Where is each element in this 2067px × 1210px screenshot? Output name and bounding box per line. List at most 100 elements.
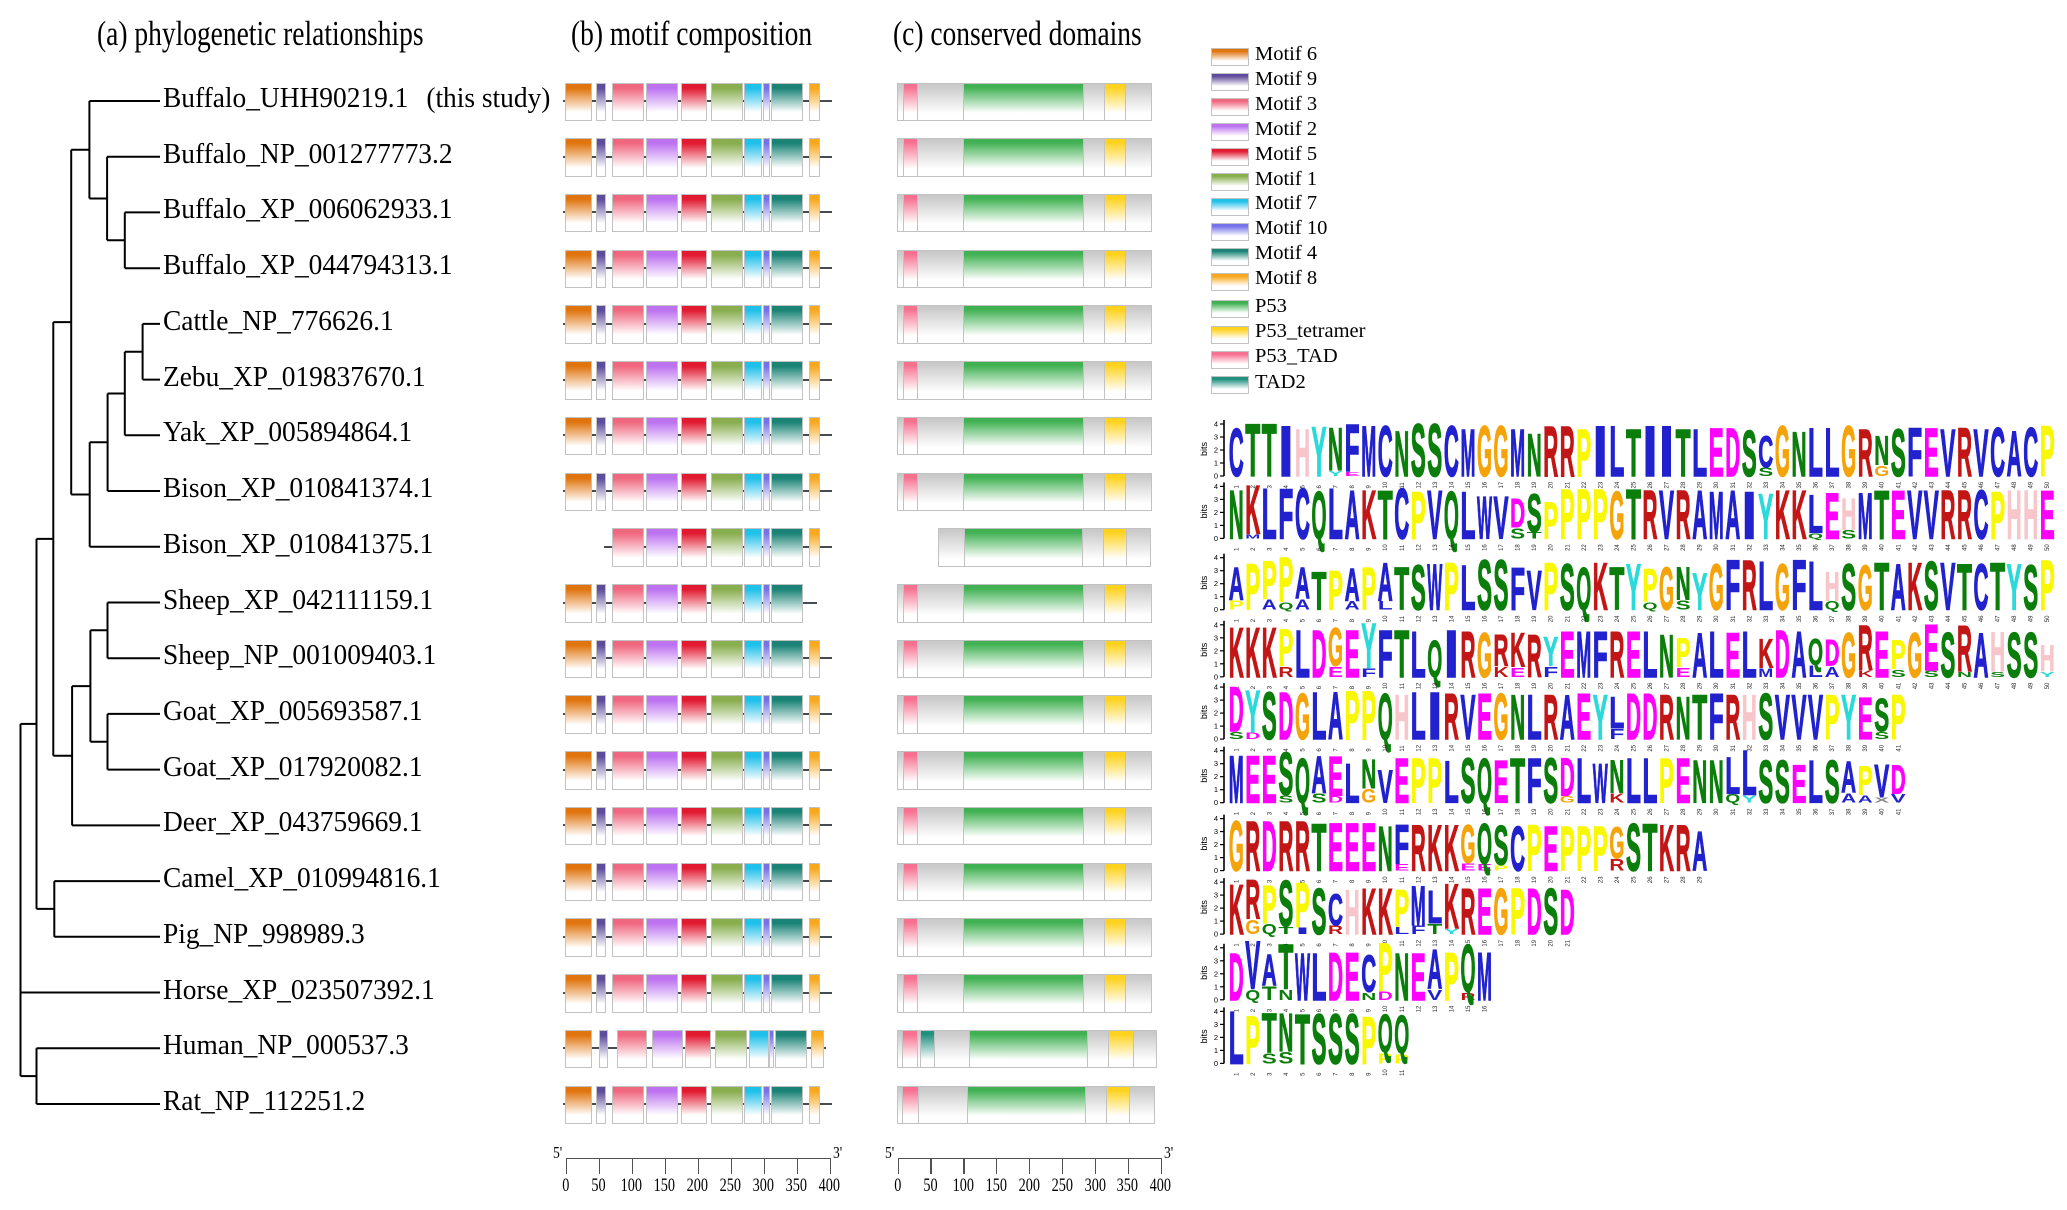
svg-text:S: S (1841, 552, 1856, 625)
svg-text:R: R (1676, 476, 1691, 553)
svg-text:A: A (1725, 476, 1740, 553)
svg-text:4: 4 (1284, 1008, 1290, 1012)
svg-text:39: 39 (1863, 682, 1869, 689)
svg-text:E: E (1394, 746, 1409, 816)
svg-text:G: G (1328, 618, 1343, 678)
svg-text:21: 21 (1565, 615, 1571, 622)
svg-text:S: S (1312, 999, 1327, 1078)
svg-text:A: A (1295, 596, 1310, 613)
svg-text:2: 2 (1251, 1008, 1257, 1012)
svg-text:P: P (1891, 632, 1906, 678)
svg-text:7: 7 (1334, 485, 1340, 489)
svg-text:17: 17 (1499, 744, 1505, 751)
svg-text:F: F (1527, 746, 1542, 816)
svg-text:L: L (1312, 940, 1327, 1015)
svg-text:4: 4 (1214, 878, 1218, 887)
svg-text:34: 34 (1780, 808, 1786, 815)
svg-text:E: E (1676, 746, 1691, 816)
svg-text:A: A (1345, 476, 1360, 553)
svg-text:P: P (1411, 746, 1426, 816)
svg-text:23: 23 (1598, 876, 1604, 883)
svg-text:P: P (1825, 682, 1840, 752)
svg-text:P: P (1891, 682, 1906, 752)
svg-text:E: E (1676, 665, 1691, 680)
svg-text:E: E (1328, 745, 1343, 808)
svg-text:14: 14 (1449, 939, 1455, 946)
svg-text:E: E (1328, 663, 1343, 680)
svg-text:13: 13 (1433, 744, 1439, 751)
svg-text:31: 31 (1731, 808, 1737, 815)
svg-text:21: 21 (1565, 876, 1571, 883)
svg-text:E: E (1345, 939, 1360, 1015)
svg-text:A: A (1858, 794, 1874, 805)
svg-text:23: 23 (1598, 808, 1604, 815)
svg-text:18: 18 (1516, 939, 1522, 946)
svg-text:P: P (1990, 479, 2005, 554)
svg-text:E: E (1361, 810, 1376, 886)
svg-text:28: 28 (1681, 481, 1687, 488)
svg-text:R: R (1461, 991, 1477, 1002)
svg-text:23: 23 (1598, 615, 1604, 622)
svg-text:N: N (1278, 986, 1293, 1003)
svg-text:H: H (1825, 564, 1840, 610)
svg-text:C: C (2023, 414, 2038, 491)
svg-text:R: R (1461, 619, 1476, 692)
svg-text:19: 19 (1532, 615, 1538, 622)
svg-text:14: 14 (1449, 1005, 1455, 1012)
svg-text:E: E (1543, 814, 1558, 884)
svg-text:24: 24 (1615, 808, 1621, 815)
svg-text:26: 26 (1648, 615, 1654, 622)
svg-text:S: S (1758, 748, 1773, 817)
svg-text:1: 1 (1234, 943, 1240, 947)
svg-text:16: 16 (1483, 615, 1489, 622)
svg-text:10: 10 (1383, 939, 1389, 946)
svg-text:0: 0 (1214, 605, 1218, 614)
svg-text:Y: Y (1361, 611, 1376, 681)
svg-text:17: 17 (1499, 939, 1505, 946)
svg-text:A: A (2007, 419, 2022, 491)
svg-text:T: T (1262, 410, 1277, 492)
svg-text:8: 8 (1350, 879, 1356, 883)
svg-text:L: L (1643, 746, 1658, 816)
svg-text:N: N (1874, 428, 1889, 474)
svg-text:P: P (1576, 814, 1591, 884)
svg-text:V: V (1874, 755, 1889, 807)
svg-text:L: L (1808, 547, 1823, 624)
svg-text:2: 2 (1251, 879, 1257, 883)
svg-text:31: 31 (1731, 544, 1737, 551)
svg-text:C: C (1328, 886, 1343, 935)
svg-text:5: 5 (1301, 685, 1307, 689)
svg-text:3: 3 (1267, 943, 1273, 947)
svg-text:3: 3 (1267, 618, 1273, 622)
svg-text:3: 3 (1267, 811, 1273, 815)
svg-text:5: 5 (1301, 748, 1307, 752)
svg-text:A: A (1312, 746, 1327, 804)
svg-text:A: A (1825, 663, 1840, 680)
svg-text:28: 28 (1681, 744, 1687, 751)
svg-text:49: 49 (2029, 682, 2035, 689)
svg-text:F: F (1543, 663, 1558, 680)
svg-text:33: 33 (1764, 808, 1770, 815)
svg-text:27: 27 (1665, 808, 1671, 815)
svg-text:N: N (1378, 814, 1393, 884)
svg-text:E: E (1725, 620, 1740, 690)
svg-text:30: 30 (1714, 744, 1720, 751)
svg-text:G: G (1709, 552, 1724, 625)
svg-text:39: 39 (1863, 744, 1869, 751)
svg-text:L: L (1461, 479, 1476, 554)
svg-text:11: 11 (1400, 615, 1406, 622)
svg-text:D: D (1775, 617, 1790, 692)
svg-text:10: 10 (1383, 544, 1389, 551)
svg-text:V: V (1378, 761, 1393, 813)
svg-text:4: 4 (1214, 683, 1218, 692)
svg-text:46: 46 (1979, 544, 1985, 551)
svg-text:T: T (1312, 562, 1327, 622)
svg-text:P: P (1262, 875, 1277, 935)
svg-text:T: T (1957, 552, 1972, 625)
svg-text:30: 30 (1714, 682, 1720, 689)
svg-text:21: 21 (1565, 939, 1571, 946)
svg-text:26: 26 (1648, 876, 1654, 883)
svg-text:24: 24 (1615, 481, 1621, 488)
svg-text:S: S (1278, 740, 1293, 809)
svg-text:45: 45 (1963, 615, 1969, 622)
